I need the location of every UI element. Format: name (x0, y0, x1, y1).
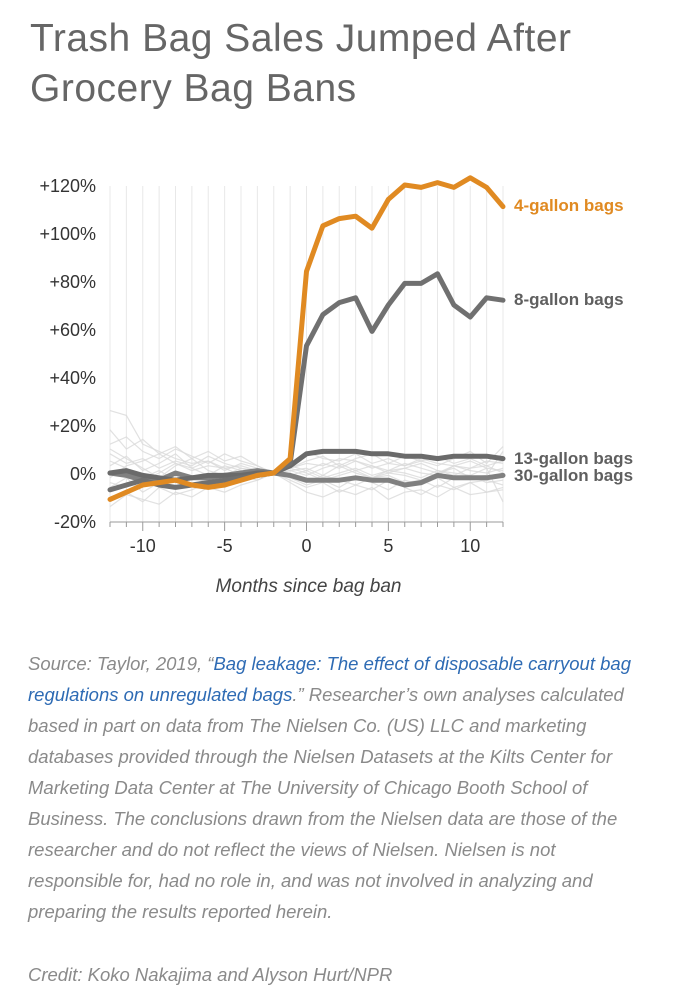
x-tick-label: 10 (460, 536, 480, 556)
chart-title: Trash Bag Sales Jumped After Grocery Bag… (30, 17, 572, 110)
series-label: 13-gallon bags (514, 449, 633, 468)
background-series-line (109, 446, 504, 474)
series-line (107, 175, 506, 502)
x-tick-label: 5 (383, 536, 393, 556)
x-tick-label: -5 (217, 536, 233, 556)
background-series-line (109, 472, 504, 503)
background-series-line (109, 448, 504, 479)
series-line (107, 271, 506, 493)
y-tick-label: +120% (39, 176, 96, 196)
series-label: 8-gallon bags (514, 290, 624, 309)
source-prefix: Source: Taylor, 2019, “ (28, 653, 214, 674)
series-label: 4-gallon bags (514, 196, 624, 215)
source-link[interactable]: Bag leakage: The effect of disposable ca… (28, 653, 631, 705)
y-tick-label: +80% (49, 272, 96, 292)
x-tick-label: -10 (130, 536, 156, 556)
y-tick-label: +20% (49, 416, 96, 436)
source-note: Source: Taylor, 2019, “Bag leakage: The … (28, 648, 648, 927)
series-line (107, 468, 506, 488)
y-tick-label: +60% (49, 320, 96, 340)
y-tick-label: 0% (70, 464, 96, 484)
source-suffix: .” Researcher’s own analyses calculated … (28, 684, 624, 922)
series-label: 30-gallon bags (514, 466, 633, 485)
credit-line: Credit: Koko Nakajima and Alyson Hurt/NP… (28, 964, 393, 985)
x-tick-label: 0 (301, 536, 311, 556)
y-tick-label: +40% (49, 368, 96, 388)
background-series-line (109, 410, 504, 474)
y-tick-label: -20% (54, 512, 96, 532)
line-chart: -20% 0% +20% +40% +60% +80% +100% +120% -10 -5 0 5 1… (39, 175, 633, 556)
y-tick-label: +100% (39, 224, 96, 244)
x-axis-label: Months since bag ban (215, 576, 402, 597)
